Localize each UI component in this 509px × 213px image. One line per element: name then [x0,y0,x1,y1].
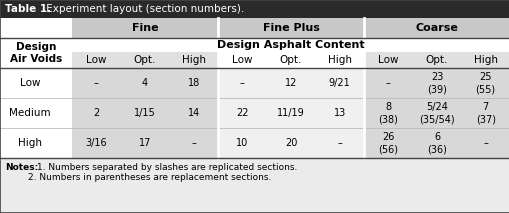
Bar [217,68,266,98]
Bar [266,128,315,158]
Text: –: – [483,138,487,148]
Bar [0,158,509,213]
Bar [0,128,72,158]
Bar [0,18,72,38]
Bar [363,52,412,68]
Bar [169,52,217,68]
Text: High: High [327,55,351,65]
Bar [461,68,509,98]
Bar [217,98,266,128]
Text: High: High [181,55,205,65]
Bar [0,38,72,68]
Text: 23
(39): 23 (39) [426,72,446,94]
Text: Opt.: Opt. [425,55,447,65]
Text: Fine Plus: Fine Plus [262,23,319,33]
Bar [412,68,461,98]
Bar [412,52,461,68]
Text: High: High [18,138,42,148]
Text: –: – [385,78,390,88]
Text: Table 1.: Table 1. [5,4,51,14]
Bar [315,68,363,98]
Bar [461,52,509,68]
Bar [412,128,461,158]
Text: Low: Low [86,55,106,65]
Bar [266,98,315,128]
Bar [121,52,169,68]
Text: 13: 13 [333,108,345,118]
Bar [363,18,509,38]
Bar [121,128,169,158]
Text: Low: Low [232,55,252,65]
Bar [72,38,509,52]
Text: 1/15: 1/15 [134,108,156,118]
Text: Low: Low [20,78,40,88]
Text: 8
(38): 8 (38) [378,102,398,124]
Text: 3/16: 3/16 [86,138,107,148]
Bar [266,52,315,68]
Text: 10: 10 [236,138,248,148]
Text: 2: 2 [93,108,99,118]
Text: Design Asphalt Content: Design Asphalt Content [217,40,364,50]
Bar [72,128,121,158]
Text: 2. Numbers in parentheses are replacement sections.: 2. Numbers in parentheses are replacemen… [5,174,271,183]
Bar [169,68,217,98]
Bar [315,52,363,68]
Text: Low: Low [377,55,398,65]
Text: 18: 18 [187,78,200,88]
Bar [315,98,363,128]
Bar [217,52,266,68]
Text: –: – [94,78,99,88]
Bar [0,0,509,18]
Bar [121,68,169,98]
Text: Coarse: Coarse [415,23,458,33]
Bar [169,98,217,128]
Bar [0,68,72,98]
Text: 1. Numbers separated by slashes are replicated sections.: 1. Numbers separated by slashes are repl… [34,163,297,171]
Bar [217,128,266,158]
Text: 6
(36): 6 (36) [426,132,446,154]
Text: 17: 17 [138,138,151,148]
Text: Design
Air Voids: Design Air Voids [10,42,62,64]
Bar [266,68,315,98]
Text: 12: 12 [284,78,297,88]
Bar [461,98,509,128]
Bar [121,98,169,128]
Bar [72,52,121,68]
Bar [461,128,509,158]
Text: Opt.: Opt. [279,55,302,65]
Text: 22: 22 [236,108,248,118]
Bar [363,128,412,158]
Text: High: High [473,55,497,65]
Bar [72,98,121,128]
Text: Opt.: Opt. [133,55,156,65]
Text: 11/19: 11/19 [276,108,304,118]
Text: Experiment layout (section numbers).: Experiment layout (section numbers). [43,4,244,14]
Text: 26
(56): 26 (56) [378,132,398,154]
Bar [72,68,121,98]
Text: 9/21: 9/21 [328,78,350,88]
Bar [72,18,217,38]
Text: –: – [336,138,342,148]
Text: 7
(37): 7 (37) [475,102,495,124]
Bar [0,98,72,128]
Text: Notes:: Notes: [5,163,38,171]
Bar [217,18,363,38]
Bar [315,128,363,158]
Text: 25
(55): 25 (55) [475,72,495,94]
Text: 4: 4 [142,78,148,88]
Text: –: – [239,78,244,88]
Bar [412,98,461,128]
Bar [363,68,412,98]
Text: 5/24
(35/54): 5/24 (35/54) [418,102,454,124]
Text: –: – [191,138,196,148]
Text: Fine: Fine [131,23,158,33]
Bar [363,98,412,128]
Text: Medium: Medium [9,108,51,118]
Bar [169,128,217,158]
Text: 20: 20 [284,138,297,148]
Text: 14: 14 [187,108,200,118]
